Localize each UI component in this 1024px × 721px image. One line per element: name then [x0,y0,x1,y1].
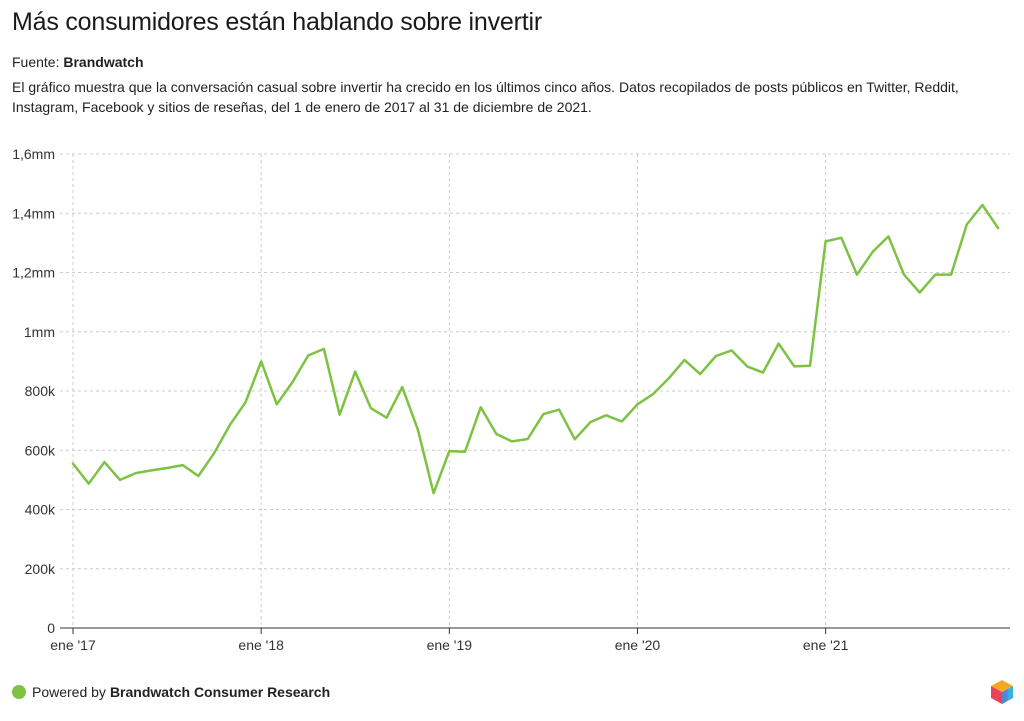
data-point[interactable] [414,426,422,434]
data-point[interactable] [555,406,563,414]
brandwatch-cube-icon[interactable] [990,679,1014,705]
x-tick-label: ene '19 [427,637,473,653]
data-point[interactable] [69,460,77,468]
source-label: Fuente: [12,54,60,70]
data-point[interactable] [994,224,1002,232]
data-point[interactable] [179,461,187,469]
grid-layer [60,153,1010,628]
data-point[interactable] [383,414,391,422]
data-point[interactable] [759,369,767,377]
x-tick-label: ene '21 [803,637,849,653]
data-point[interactable] [477,403,485,411]
data-point[interactable] [618,418,626,426]
data-point[interactable] [806,362,814,370]
data-point[interactable] [351,368,359,376]
data-point[interactable] [900,271,908,279]
footer-brand[interactable]: Brandwatch Consumer Research [109,684,331,700]
data-point[interactable] [100,458,108,466]
series-line [71,203,1000,495]
data-point[interactable] [634,400,642,408]
data-point[interactable] [571,435,579,443]
data-point[interactable] [790,362,798,370]
data-point[interactable] [853,271,861,279]
data-point[interactable] [978,201,986,209]
source-name: Brandwatch [63,54,144,70]
series-layer [69,201,1002,497]
data-point[interactable] [242,398,250,406]
data-point[interactable] [947,271,955,279]
data-point[interactable] [524,435,532,443]
y-tick-label: 1mm [24,324,55,340]
data-point[interactable] [931,271,939,279]
data-point[interactable] [367,404,375,412]
chart-title: Más consumidores están hablando sobre in… [12,8,542,36]
data-point[interactable] [712,352,720,360]
x-tick-label: ene '18 [238,637,284,653]
data-point[interactable] [289,378,297,386]
data-point[interactable] [665,374,673,382]
data-point[interactable] [85,480,93,488]
data-point[interactable] [445,447,453,455]
y-tick-label: 200k [25,561,56,577]
data-point[interactable] [461,448,469,456]
data-point[interactable] [539,410,547,418]
data-point[interactable] [869,248,877,256]
data-point[interactable] [916,289,924,297]
data-point[interactable] [963,221,971,229]
data-point[interactable] [430,489,438,497]
data-point[interactable] [775,340,783,348]
footer-dot-icon [12,685,26,699]
data-point[interactable] [257,357,265,365]
data-point[interactable] [132,469,140,477]
data-point[interactable] [822,237,830,245]
data-point[interactable] [194,472,202,480]
data-point[interactable] [586,418,594,426]
data-point[interactable] [884,232,892,240]
data-point[interactable] [602,411,610,419]
x-tick-label: ene '17 [50,637,96,653]
chart-description: El gráfico muestra que la conversación c… [12,79,959,115]
data-point[interactable] [304,352,312,360]
data-point[interactable] [696,370,704,378]
x-tick-label: ene '20 [615,637,661,653]
y-tick-label: 600k [25,442,56,458]
data-point[interactable] [743,362,751,370]
footer-powered-by: Powered by [32,684,106,700]
data-point[interactable] [210,449,218,457]
y-tick-label: 0 [47,620,55,636]
data-point[interactable] [147,466,155,474]
data-point[interactable] [116,476,124,484]
data-point[interactable] [336,411,344,419]
data-point[interactable] [728,346,736,354]
data-point[interactable] [273,400,281,408]
data-point[interactable] [649,390,657,398]
y-tick-label: 1,6mm [12,146,55,162]
data-point[interactable] [492,430,500,438]
axis-layer: 0 200k 400k 600k 800k 1mm 1,2mm 1,4mm 1,6mm ene '… [12,146,1010,653]
y-tick-label: 400k [25,502,56,518]
data-point[interactable] [320,345,328,353]
y-tick-label: 1,2mm [12,265,55,281]
data-point[interactable] [508,437,516,445]
data-point[interactable] [163,464,171,472]
data-point[interactable] [837,234,845,242]
y-tick-label: 1,4mm [12,205,55,221]
y-tick-label: 800k [25,383,56,399]
footer: Powered by Brandwatch Consumer Research [12,684,330,700]
data-point[interactable] [226,421,234,429]
source-line: Fuente: Brandwatch [12,54,144,70]
data-point[interactable] [681,356,689,364]
data-point[interactable] [398,383,406,391]
